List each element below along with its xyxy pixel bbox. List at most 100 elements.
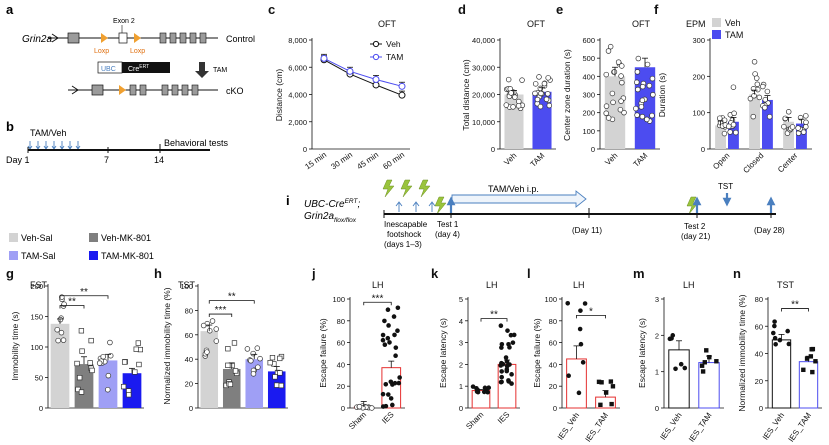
y-axis-label-m: Escape latency (s) [637, 318, 647, 388]
y-tick-label-e: 600 [582, 36, 595, 45]
y-tick-label-j: 60 [337, 339, 345, 348]
gene-label: Grin2a [22, 34, 52, 45]
data-point-e [610, 99, 616, 106]
data-point-k [506, 379, 511, 384]
data-point-g [87, 360, 93, 366]
data-point-f [751, 59, 758, 65]
panel-letter-j: j [311, 266, 316, 281]
panel-letter-h: h [154, 266, 162, 281]
bar-tam-open [728, 121, 739, 149]
bar-ies-veh [668, 349, 690, 409]
y-tick-label-h: 80 [185, 306, 193, 315]
panel-letter-i: i [286, 193, 290, 208]
legend-swatch [712, 30, 721, 39]
data-point-e [618, 73, 624, 79]
data-point-d [505, 76, 512, 83]
test2-day: (day 21) [681, 232, 711, 241]
data-point-j [383, 381, 389, 387]
data-point-d [545, 75, 551, 81]
data-point-n [772, 319, 777, 324]
data-point-g [105, 372, 112, 379]
data-point-l [582, 301, 588, 306]
y-tick-label-g: 100 [30, 343, 43, 352]
panel-letter-k: k [431, 266, 439, 281]
loxp2-label: Loxp [130, 48, 145, 55]
x-tick-label-n: IES_TAM [786, 411, 813, 444]
data-point-m [699, 363, 705, 368]
data-point-f [782, 115, 789, 122]
data-point-e [649, 75, 656, 82]
data-point-h [244, 346, 251, 352]
tst-label-i: TST [718, 182, 733, 191]
data-point-g [55, 337, 61, 344]
day28-label: (Day 28) [754, 226, 785, 235]
ubc-label: UBC [101, 66, 116, 73]
y-tick-label-c: 2,000 [288, 118, 307, 127]
panel-letter-n: n [733, 266, 741, 281]
data-point-j [392, 332, 397, 338]
data-point-f [760, 83, 766, 90]
data-point-e [609, 90, 616, 97]
y-tick-label-d: 20,000 [472, 91, 495, 100]
treatment-label: TAM/Veh [30, 128, 66, 138]
data-point-g [57, 316, 64, 323]
data-point-h [225, 362, 231, 368]
data-point-l [580, 360, 586, 365]
data-point-d [534, 96, 541, 103]
bar-tam-center [796, 123, 807, 149]
y-tick-label-n: 20 [755, 377, 763, 386]
data-point-l [578, 308, 583, 313]
data-point-e [615, 59, 622, 65]
data-point-f [785, 109, 792, 115]
x-tick-label-e: Veh [603, 151, 619, 167]
loxp1-label: Loxp [94, 48, 109, 55]
legend-label: TAM-MK-801 [101, 251, 154, 261]
data-point-g [78, 389, 85, 395]
y-tick-label-d: 0 [491, 145, 495, 154]
data-point-j [380, 404, 386, 409]
data-point-e [634, 79, 640, 86]
data-point-k [504, 368, 510, 374]
data-point-j [385, 307, 391, 313]
y-tick-label-f: 300 [692, 36, 705, 45]
injection-arrows [27, 141, 81, 150]
ies-line-3: (days 1–3) [384, 240, 422, 249]
data-point-g [135, 340, 141, 346]
data-point-h [278, 382, 284, 389]
series-line-tam [323, 57, 403, 87]
day7-label: 7 [104, 155, 109, 165]
exon2-box [118, 32, 128, 44]
cre-label: CreERT [128, 64, 149, 73]
cko-arrow-icon [68, 85, 79, 95]
ies-line-1: Inescapable [384, 220, 428, 229]
data-point-f [730, 84, 737, 90]
series-point-tam [320, 54, 328, 62]
data-point-j [385, 335, 391, 341]
x-tick-label-d: Veh [502, 151, 518, 167]
data-point-d [537, 103, 544, 110]
y-tick-label-l: 20 [549, 382, 557, 391]
data-point-j [396, 380, 402, 386]
panel-letter-l: l [527, 266, 531, 281]
series-point-tam [398, 82, 406, 90]
x-tick-label-j: IES [380, 410, 395, 425]
legend-swatch [89, 233, 98, 242]
data-point-e [607, 43, 614, 50]
chart-title-m: LH [683, 280, 695, 290]
legend-swatch [712, 18, 721, 27]
bar-tam-mk-801 [122, 373, 142, 408]
data-point-k [498, 379, 504, 385]
data-point-e [639, 113, 646, 120]
x-tick-label-f: Closed [741, 151, 765, 175]
y-tick-label-l: 100 [544, 295, 557, 304]
test2-label: Test 2 [684, 222, 706, 231]
data-point-h [269, 355, 276, 361]
significance-bracket [363, 301, 392, 306]
data-point-f [756, 94, 763, 101]
data-point-e [621, 109, 627, 116]
data-point-h [231, 340, 238, 346]
panel-letter-e: e [556, 2, 563, 17]
behavioral-tests-label: Behavioral tests [164, 138, 229, 148]
data-point-j [380, 332, 386, 338]
